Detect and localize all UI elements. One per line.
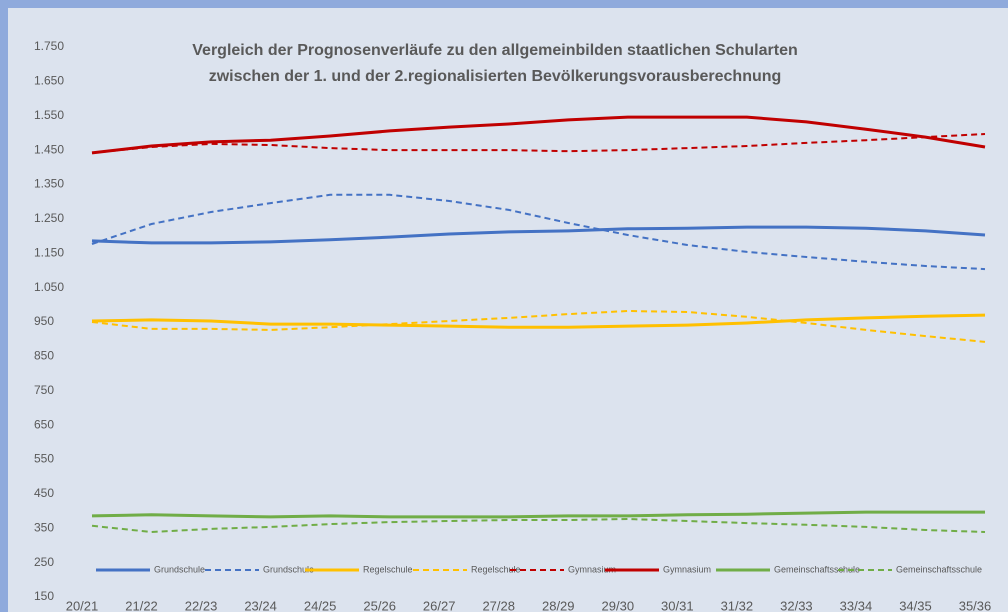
y-tick-label: 350 <box>34 520 54 534</box>
x-tick-label: 21/22 <box>125 598 158 612</box>
line-series <box>91 133 986 154</box>
chart-title: Vergleich der Prognosenverläufe zu den a… <box>192 42 798 59</box>
x-tick-label: 27/28 <box>482 598 515 612</box>
y-tick-label: 850 <box>34 349 54 363</box>
line-series <box>91 309 986 343</box>
line-series <box>91 193 986 271</box>
line-series <box>91 313 986 329</box>
x-tick-label: 22/23 <box>185 598 218 612</box>
y-tick-label: 1.550 <box>34 108 64 122</box>
y-tick-label: 950 <box>34 314 54 328</box>
x-tick-label: 34/35 <box>899 598 932 612</box>
y-tick-label: 650 <box>34 417 54 431</box>
line-series <box>91 517 986 534</box>
x-tick-label: 20/21 <box>66 598 99 612</box>
x-tick-label: 29/30 <box>602 598 635 612</box>
y-tick-label: 1.750 <box>34 39 64 53</box>
legend-label: Grundschule <box>154 564 205 574</box>
y-tick-label: 1.050 <box>34 280 64 294</box>
x-tick-label: 23/24 <box>244 598 277 612</box>
legend-label: Gymnasium <box>663 564 711 574</box>
y-tick-label: 1.250 <box>34 211 64 225</box>
x-tick-label: 25/26 <box>363 598 396 612</box>
y-tick-label: 750 <box>34 383 54 397</box>
x-tick-label: 30/31 <box>661 598 694 612</box>
x-tick-label: 32/33 <box>780 598 813 612</box>
x-tick-label: 28/29 <box>542 598 575 612</box>
legend-label: Gemeinschaftsschule <box>774 564 860 574</box>
y-tick-label: 250 <box>34 555 54 569</box>
legend-label: Regelschule <box>471 564 521 574</box>
y-tick-label: 550 <box>34 452 54 466</box>
plot-area <box>8 8 1008 612</box>
y-tick-label: 150 <box>34 589 54 603</box>
y-tick-label: 1.450 <box>34 142 64 156</box>
x-tick-label: 26/27 <box>423 598 456 612</box>
line-series <box>91 225 986 245</box>
legend-label: Gymnasium <box>568 564 616 574</box>
x-tick-label: 31/32 <box>721 598 754 612</box>
y-tick-label: 1.350 <box>34 177 64 191</box>
legend-label: Grundschule <box>263 564 314 574</box>
y-tick-label: 1.650 <box>34 74 64 88</box>
legend-label: Gemeinschaftsschule <box>896 564 982 574</box>
x-tick-label: 24/25 <box>304 598 337 612</box>
chart-title: zwischen der 1. und der 2.regionalisiert… <box>209 68 782 85</box>
x-tick-label: 33/34 <box>840 598 873 612</box>
legend-label: Regelschule <box>363 564 413 574</box>
x-tick-label: 35/36 <box>959 598 992 612</box>
y-tick-label: 1.150 <box>34 245 64 259</box>
line-series <box>91 115 986 155</box>
line-series <box>91 510 985 519</box>
y-tick-label: 450 <box>34 486 54 500</box>
